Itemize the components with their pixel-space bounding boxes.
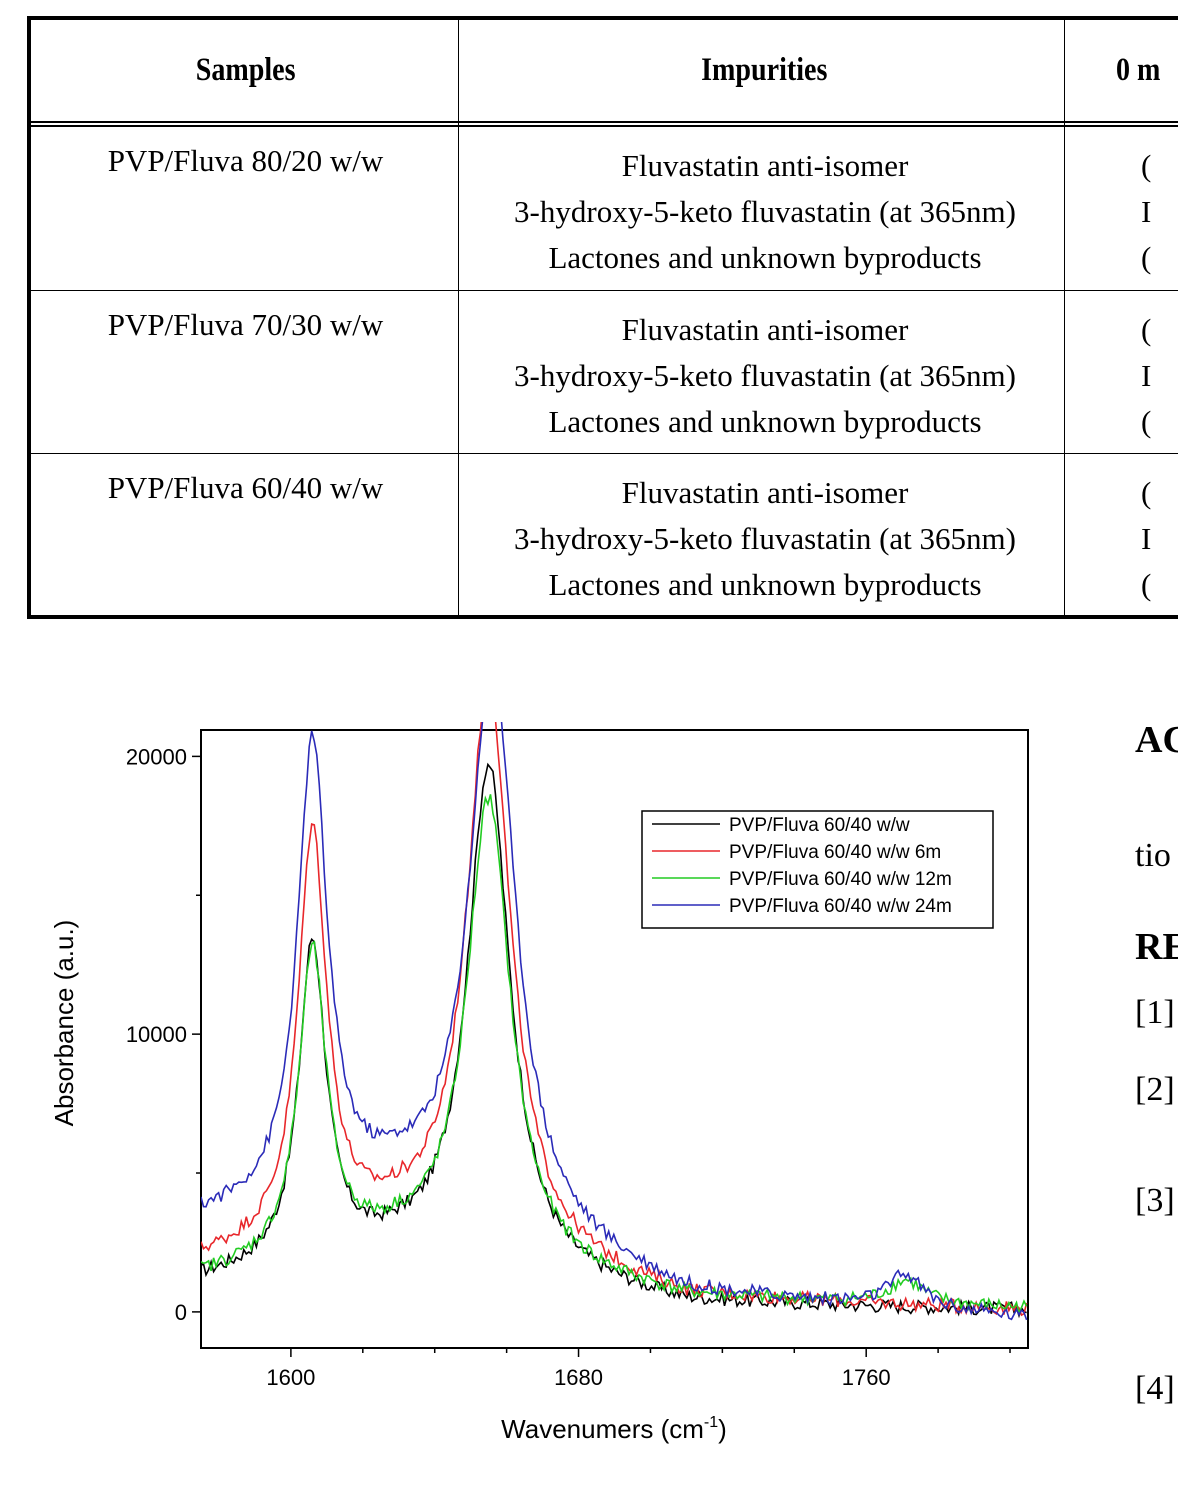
- y-tick-label: 20000: [126, 744, 187, 769]
- x-tick-label: 1760: [842, 1365, 891, 1390]
- cut-value: (: [1141, 312, 1152, 347]
- plot-frame: [200, 729, 1029, 1349]
- reference-number: [1]: [1135, 994, 1175, 1031]
- legend-label: PVP/Fluva 60/40 w/w 6m: [729, 842, 941, 863]
- cut-value: I: [1141, 521, 1152, 556]
- cut-value: I: [1141, 358, 1152, 393]
- cut-value: (: [1141, 148, 1152, 183]
- cut-value: (: [1141, 567, 1152, 602]
- y-axis-label: Absorbance (a.u.): [49, 920, 79, 1127]
- impurities-table: Samples Impurities 0 m PVP/Fluva 80/20 w…: [27, 16, 1178, 619]
- row-divider: [31, 290, 1178, 291]
- x-axis-label: Wavenumers (cm-1): [501, 1414, 727, 1444]
- impurity-lactones: Lactones and unknown byproducts: [548, 240, 982, 275]
- column-divider: [458, 20, 459, 615]
- impurity-anti-isomer: Fluvastatin anti-isomer: [621, 148, 909, 183]
- table-row-cut-values: ( I (: [1141, 143, 1178, 281]
- reference-number: [4]: [1135, 1370, 1175, 1407]
- legend-label: PVP/Fluva 60/40 w/w: [729, 815, 910, 836]
- impurity-keto: 3-hydroxy-5-keto fluvastatin (at 365nm): [514, 194, 1016, 229]
- row-divider: [31, 453, 1178, 454]
- header-double-rule: [31, 121, 1178, 127]
- column-divider: [1064, 20, 1065, 615]
- table-row-sample: PVP/Fluva 70/30 w/w: [107, 307, 384, 342]
- impurity-lactones: Lactones and unknown byproducts: [548, 567, 982, 602]
- ftir-spectrum-chart: 1600 1680 1760 0 10000 20000 Absorbance (a.u.…: [49, 722, 1029, 1444]
- table-row-impurities: Fluvastatin anti-isomer 3-hydroxy-5-keto…: [462, 470, 1068, 608]
- header-impurities: Impurities: [700, 52, 828, 88]
- reference-number: [3]: [1135, 1182, 1175, 1219]
- header-0m: 0 m: [1116, 52, 1161, 88]
- legend-label: PVP/Fluva 60/40 w/w 12m: [729, 869, 952, 890]
- impurity-anti-isomer: Fluvastatin anti-isomer: [621, 475, 909, 510]
- table-row-cut-values: ( I (: [1141, 470, 1178, 608]
- section-heading-fragment: AC: [1135, 719, 1178, 761]
- series-layer: [201, 722, 1028, 1321]
- legend-label: PVP/Fluva 60/40 w/w 24m: [729, 896, 952, 917]
- series-line: [201, 722, 1028, 1317]
- series-line: [201, 794, 1028, 1316]
- legend-box: [641, 810, 994, 929]
- x-tick-label: 1600: [266, 1365, 315, 1390]
- impurity-anti-isomer: Fluvastatin anti-isomer: [621, 312, 909, 347]
- table-row-impurities: Fluvastatin anti-isomer 3-hydroxy-5-keto…: [462, 307, 1068, 445]
- table-row-sample: PVP/Fluva 80/20 w/w: [107, 143, 384, 178]
- impurity-lactones: Lactones and unknown byproducts: [548, 404, 982, 439]
- cut-value: (: [1141, 404, 1152, 439]
- x-tick-label: 1680: [554, 1365, 603, 1390]
- cut-value: (: [1141, 240, 1152, 275]
- impurity-keto: 3-hydroxy-5-keto fluvastatin (at 365nm): [514, 358, 1016, 393]
- reference-number: [2]: [1135, 1071, 1175, 1108]
- axis-layer: 1600 1680 1760 0 10000 20000: [126, 744, 1011, 1390]
- impurity-keto: 3-hydroxy-5-keto fluvastatin (at 365nm): [514, 521, 1016, 556]
- table-row-cut-values: ( I (: [1141, 307, 1178, 445]
- y-tick-label: 10000: [126, 1022, 187, 1047]
- legend: PVP/Fluva 60/40 w/w PVP/Fluva 60/40 w/w 6…: [641, 810, 994, 929]
- y-tick-label: 0: [175, 1300, 187, 1325]
- table-row-impurities: Fluvastatin anti-isomer 3-hydroxy-5-keto…: [462, 143, 1068, 281]
- references-heading-fragment: RE: [1135, 926, 1178, 968]
- cut-value: (: [1141, 475, 1152, 510]
- cut-value: I: [1141, 194, 1152, 229]
- series-line: [201, 722, 1028, 1321]
- body-text-fragment: tio: [1135, 837, 1171, 874]
- table-row-sample: PVP/Fluva 60/40 w/w: [107, 470, 384, 505]
- header-samples: Samples: [195, 52, 296, 88]
